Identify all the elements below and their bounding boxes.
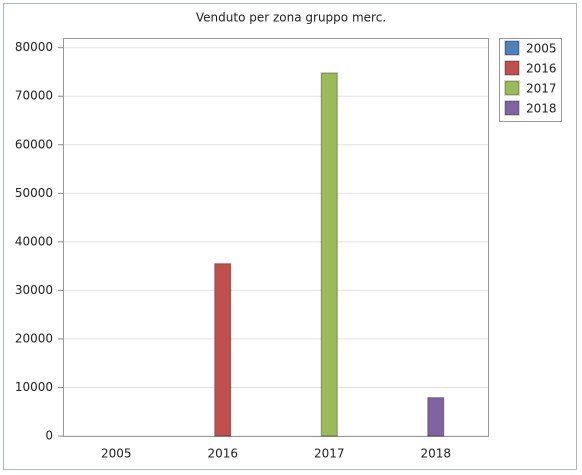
y-tick-label: 50000 (15, 186, 53, 200)
x-tick-label: 2018 (420, 447, 451, 461)
chart-frame (3, 3, 577, 470)
legend-swatch (504, 40, 520, 56)
legend-label: 2018 (526, 102, 557, 116)
legend-label: 2005 (526, 42, 557, 56)
bar (320, 72, 338, 437)
y-tick-label: 20000 (15, 331, 53, 345)
y-tick-label: 70000 (15, 89, 53, 103)
legend-label: 2017 (526, 82, 557, 96)
plot-frame (63, 38, 489, 437)
legend-label: 2016 (526, 62, 557, 76)
chart-title: Venduto per zona gruppo merc. (196, 11, 386, 25)
y-tick-label: 80000 (15, 40, 53, 54)
x-tick-label: 2017 (314, 447, 345, 461)
x-tick-label: 2005 (101, 447, 132, 461)
bar (427, 397, 445, 437)
y-tick-label: 40000 (15, 234, 53, 248)
y-tick-label: 0 (45, 429, 53, 443)
legend-swatch (504, 60, 520, 76)
y-tick-label: 30000 (15, 283, 53, 297)
x-tick-label: 2016 (207, 447, 238, 461)
legend-swatch (504, 80, 520, 96)
y-tick-label: 60000 (15, 137, 53, 151)
legend-swatch (504, 100, 520, 116)
bar (214, 263, 232, 437)
y-tick-label: 10000 (15, 380, 53, 394)
